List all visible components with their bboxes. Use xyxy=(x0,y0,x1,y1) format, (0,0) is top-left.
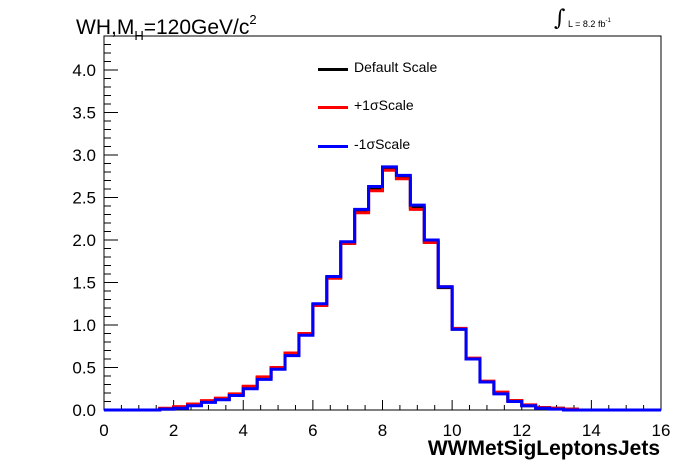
x-tick-label: 2 xyxy=(169,421,178,440)
x-tick-label: 12 xyxy=(512,421,531,440)
legend-swatch-default xyxy=(318,68,348,71)
luminosity-unit-exponent: -1 xyxy=(605,18,611,24)
luminosity-label: ∫ L = 8.2 fb-1 xyxy=(554,6,611,31)
plot-frame xyxy=(103,35,662,411)
x-tick-label: 10 xyxy=(443,421,462,440)
y-tick-label: 3.5 xyxy=(72,104,96,123)
title-rest-text: =120GeV/c xyxy=(143,16,250,39)
series-default-scale-line xyxy=(104,167,661,412)
series-minus1sigma-line xyxy=(104,165,661,412)
x-tick-label: 0 xyxy=(99,421,108,440)
integral-symbol: ∫ xyxy=(554,6,566,31)
y-tick-label: 2.5 xyxy=(72,189,96,208)
legend-swatch-minus1sigma xyxy=(318,145,348,148)
y-tick-label: 0.5 xyxy=(72,359,96,378)
luminosity-text: L = 8.2 fb xyxy=(568,19,606,29)
x-tick-label: 14 xyxy=(582,421,601,440)
legend-label-plus1sigma: +1σScale xyxy=(354,97,414,113)
x-tick-label: 16 xyxy=(652,421,671,440)
series-plus1sigma-line xyxy=(104,168,661,412)
legend-swatch-plus1sigma xyxy=(318,106,348,109)
y-tick-label: 0.0 xyxy=(72,401,96,420)
x-axis-label: WWMetSigLeptonsJets xyxy=(427,437,660,460)
title-subscript: H xyxy=(134,28,144,43)
title-superscript: 2 xyxy=(249,12,257,27)
title-main-text: WH,M xyxy=(76,16,135,39)
y-tick-label: 1.5 xyxy=(72,274,96,293)
y-tick-label: 2.0 xyxy=(72,231,96,250)
legend-label-minus1sigma: -1σScale xyxy=(354,136,411,152)
x-tick-label: 6 xyxy=(308,421,317,440)
y-tick-label: 3.0 xyxy=(72,146,96,165)
y-tick-label: 4.0 xyxy=(72,61,96,80)
x-tick-label: 8 xyxy=(378,421,387,440)
x-tick-label: 4 xyxy=(239,421,248,440)
chart-title: WH,MH=120GeV/c2 xyxy=(76,12,257,43)
y-tick-label: 1.0 xyxy=(72,316,96,335)
legend-label-default: Default Scale xyxy=(354,59,438,75)
